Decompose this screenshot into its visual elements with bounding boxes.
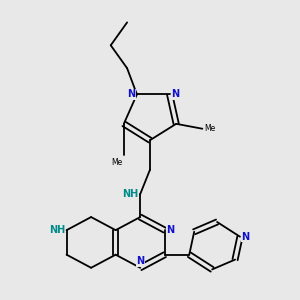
Text: N: N	[171, 89, 179, 99]
Text: NH: NH	[49, 225, 65, 235]
Text: N: N	[127, 89, 135, 99]
Text: N: N	[242, 232, 250, 242]
Text: Me: Me	[111, 158, 122, 167]
Text: Me: Me	[204, 124, 215, 133]
Text: N: N	[167, 225, 175, 235]
Text: N: N	[136, 256, 144, 266]
Text: NH: NH	[122, 189, 139, 199]
